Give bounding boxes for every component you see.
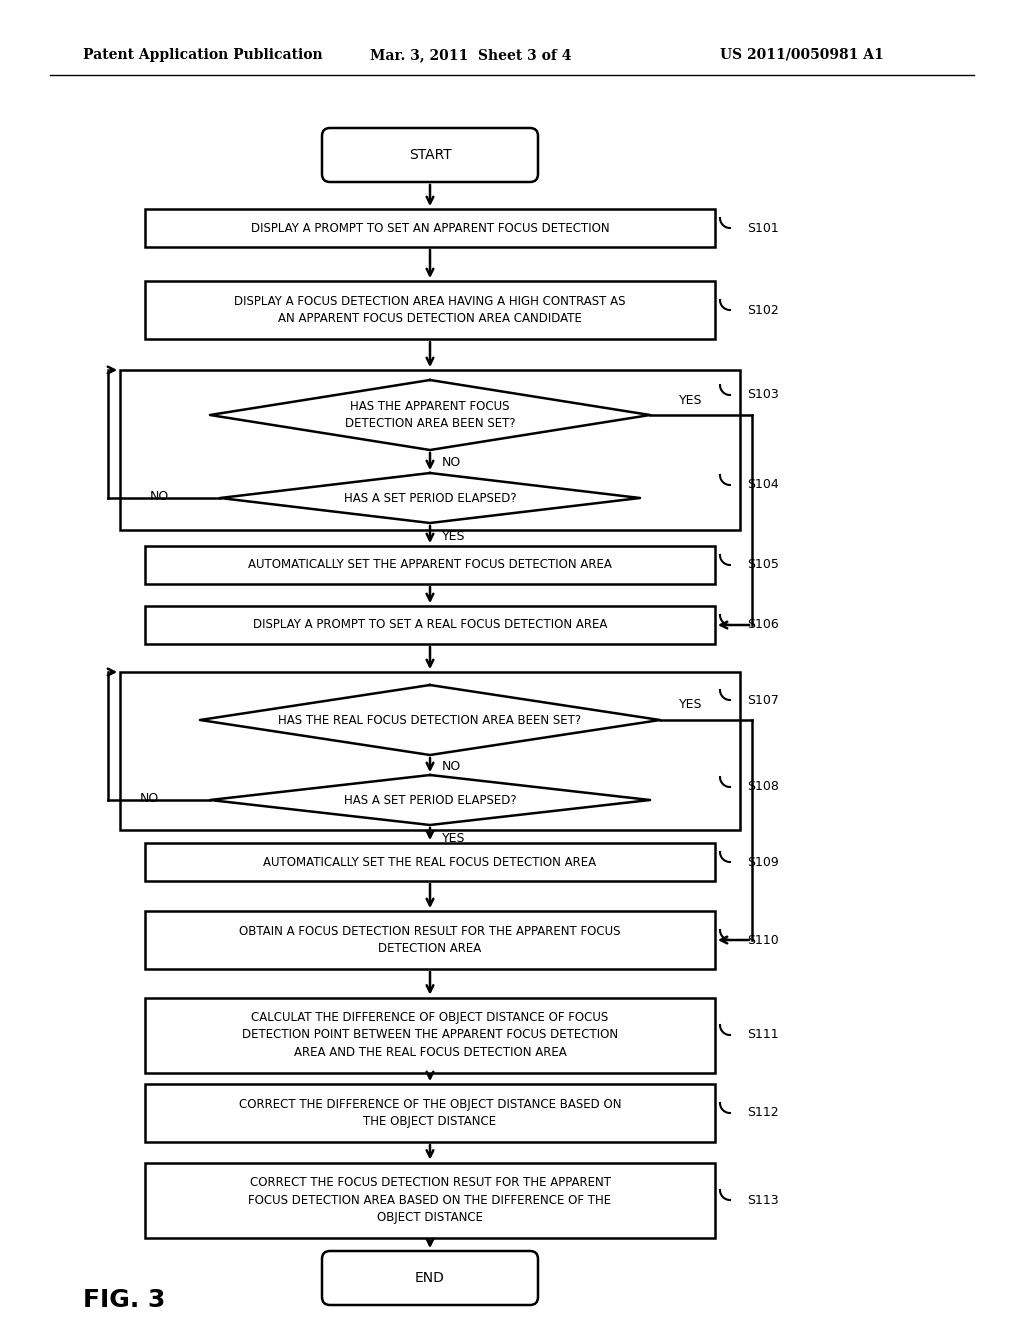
Text: DISPLAY A PROMPT TO SET AN APPARENT FOCUS DETECTION: DISPLAY A PROMPT TO SET AN APPARENT FOCU… (251, 222, 609, 235)
Text: Mar. 3, 2011  Sheet 3 of 4: Mar. 3, 2011 Sheet 3 of 4 (370, 48, 571, 62)
Bar (145, 843, 715, 880)
Polygon shape (220, 473, 640, 523)
Bar (145, 998, 715, 1072)
Text: S108: S108 (746, 780, 779, 793)
FancyBboxPatch shape (322, 1251, 538, 1305)
Polygon shape (200, 685, 660, 755)
Text: CALCULAT THE DIFFERENCE OF OBJECT DISTANCE OF FOCUS
DETECTION POINT BETWEEN THE : CALCULAT THE DIFFERENCE OF OBJECT DISTAN… (242, 1011, 618, 1059)
Bar (145, 606, 715, 644)
Text: S102: S102 (746, 304, 778, 317)
Text: AUTOMATICALLY SET THE REAL FOCUS DETECTION AREA: AUTOMATICALLY SET THE REAL FOCUS DETECTI… (263, 855, 597, 869)
Text: START: START (409, 148, 452, 162)
Polygon shape (210, 380, 650, 450)
Bar (120, 672, 740, 830)
Text: HAS THE REAL FOCUS DETECTION AREA BEEN SET?: HAS THE REAL FOCUS DETECTION AREA BEEN S… (279, 714, 582, 726)
Text: S106: S106 (746, 619, 778, 631)
Text: DISPLAY A PROMPT TO SET A REAL FOCUS DETECTION AREA: DISPLAY A PROMPT TO SET A REAL FOCUS DET… (253, 619, 607, 631)
Text: HAS THE APPARENT FOCUS
DETECTION AREA BEEN SET?: HAS THE APPARENT FOCUS DETECTION AREA BE… (345, 400, 515, 430)
Text: YES: YES (442, 531, 466, 544)
Text: YES: YES (442, 833, 466, 846)
Bar (145, 281, 715, 339)
Text: NO: NO (150, 490, 169, 503)
Text: S110: S110 (746, 933, 778, 946)
Text: NO: NO (442, 760, 461, 774)
Text: S104: S104 (746, 479, 778, 491)
Text: YES: YES (679, 393, 702, 407)
FancyBboxPatch shape (322, 128, 538, 182)
Text: AUTOMATICALLY SET THE APPARENT FOCUS DETECTION AREA: AUTOMATICALLY SET THE APPARENT FOCUS DET… (248, 558, 612, 572)
Text: US 2011/0050981 A1: US 2011/0050981 A1 (720, 48, 884, 62)
Text: CORRECT THE DIFFERENCE OF THE OBJECT DISTANCE BASED ON
THE OBJECT DISTANCE: CORRECT THE DIFFERENCE OF THE OBJECT DIS… (239, 1098, 622, 1129)
Text: S107: S107 (746, 693, 779, 706)
Bar (145, 1163, 715, 1238)
Text: NO: NO (140, 792, 160, 804)
Text: OBTAIN A FOCUS DETECTION RESULT FOR THE APPARENT FOCUS
DETECTION AREA: OBTAIN A FOCUS DETECTION RESULT FOR THE … (240, 925, 621, 954)
Bar (145, 546, 715, 583)
Text: HAS A SET PERIOD ELAPSED?: HAS A SET PERIOD ELAPSED? (344, 793, 516, 807)
Text: NO: NO (442, 455, 461, 469)
Text: DISPLAY A FOCUS DETECTION AREA HAVING A HIGH CONTRAST AS
AN APPARENT FOCUS DETEC: DISPLAY A FOCUS DETECTION AREA HAVING A … (234, 294, 626, 325)
Text: S105: S105 (746, 558, 779, 572)
Polygon shape (210, 775, 650, 825)
Text: S112: S112 (746, 1106, 778, 1119)
Text: HAS A SET PERIOD ELAPSED?: HAS A SET PERIOD ELAPSED? (344, 491, 516, 504)
Bar (145, 911, 715, 969)
Text: CORRECT THE FOCUS DETECTION RESUT FOR THE APPARENT
FOCUS DETECTION AREA BASED ON: CORRECT THE FOCUS DETECTION RESUT FOR TH… (249, 1176, 611, 1224)
Text: S113: S113 (746, 1193, 778, 1206)
Bar (120, 370, 740, 531)
Text: END: END (415, 1271, 445, 1284)
Text: S103: S103 (746, 388, 778, 401)
Text: Patent Application Publication: Patent Application Publication (83, 48, 323, 62)
Text: S101: S101 (746, 222, 778, 235)
Text: FIG. 3: FIG. 3 (83, 1288, 165, 1312)
Text: S109: S109 (746, 855, 778, 869)
Text: YES: YES (679, 698, 702, 711)
Bar (145, 209, 715, 247)
Bar (145, 1084, 715, 1142)
Text: S111: S111 (746, 1028, 778, 1041)
